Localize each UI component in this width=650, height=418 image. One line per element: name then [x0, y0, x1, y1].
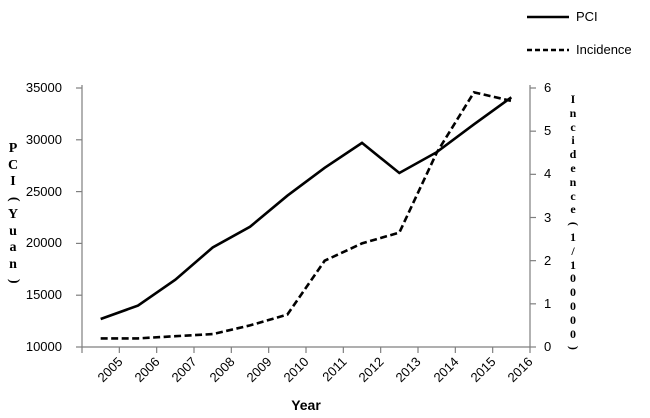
axis-title-char: ( [566, 222, 581, 227]
axis-title-char: a [9, 240, 17, 255]
legend-label-incidence: Incidence [576, 42, 632, 57]
series-line-pci [100, 96, 513, 321]
axis-title-char: n [569, 174, 577, 189]
axis-title-char: e [570, 202, 576, 217]
axis-title-char: C [7, 157, 19, 173]
axis-title-char: I [10, 174, 16, 189]
series-line-incidence [100, 90, 512, 340]
left-axis-tick-label: 25000 [25, 183, 62, 199]
x-axis-title: Year [291, 397, 321, 413]
axis-title-char: Y [7, 207, 19, 222]
axis-title-char: 1 [570, 229, 576, 244]
axis-title-char: d [569, 147, 577, 162]
right-axis-tick-label: 3 [544, 209, 552, 225]
axis-title-char: 0 [570, 285, 576, 300]
axis-title-char: c [570, 119, 576, 134]
right-axis-tick-label: 6 [544, 80, 552, 95]
right-axis-tick-label: 4 [544, 166, 552, 182]
left-axis-tick-label: 30000 [25, 131, 62, 147]
left-axis-tick-label: 20000 [25, 235, 62, 251]
axis-title-char: 0 [570, 298, 576, 313]
right-axis-tick-label: 0 [544, 339, 552, 354]
axis-title-char: ) [566, 346, 581, 351]
axis-title-char: 0 [570, 312, 576, 327]
pci-solid-line-icon [527, 15, 569, 18]
legend-item-incidence: Incidence [527, 33, 632, 66]
axis-title-char: n [569, 105, 577, 120]
axis-title-char: n [9, 256, 17, 272]
legend-label-pci: PCI [576, 9, 598, 24]
legend-item-pci: PCI [527, 0, 632, 33]
right-axis-tick-label: 1 [544, 295, 552, 311]
axis-title-char: I [570, 92, 576, 106]
axis-title-char: u [9, 223, 17, 239]
right-axis-tick-label: 2 [544, 252, 552, 268]
axis-title-char: 0 [570, 271, 576, 286]
right-axis-tick-label: 5 [544, 123, 552, 139]
legend: PCI Incidence [527, 0, 632, 66]
axis-title-char: / [571, 243, 575, 258]
left-axis-tick-label: 15000 [25, 287, 62, 303]
axis-title-char: c [570, 188, 576, 203]
axis-title-char: i [571, 133, 575, 148]
axis-lines [81, 85, 531, 348]
axis-title-char: e [570, 160, 576, 175]
axis-title-char: P [8, 141, 18, 156]
left-axis-tick-label: 10000 [25, 339, 62, 354]
left-axis-tick-label: 35000 [25, 80, 62, 95]
incidence-dashed-line-icon [527, 48, 569, 51]
axis-title-char: 0 [570, 326, 576, 341]
axis-title-char: 1 [570, 257, 576, 272]
